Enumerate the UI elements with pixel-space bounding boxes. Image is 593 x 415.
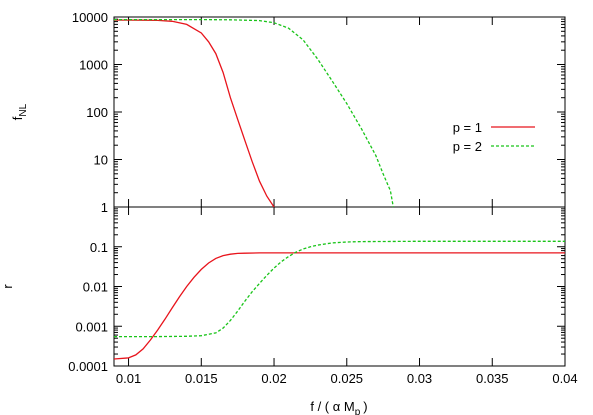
x-tick-label: 0.01 [116, 371, 141, 386]
y-tick-label-top: 1 [101, 200, 108, 215]
x-tick-label: 0.025 [331, 371, 364, 386]
y-axis-label-top: fNL [10, 103, 29, 120]
x-tick-label: 0.015 [185, 371, 218, 386]
series-line-bottom-p1 [114, 252, 565, 360]
y-tick-label-top: 100 [86, 105, 108, 120]
x-tick-label: 0.03 [407, 371, 432, 386]
y-tick-label-bottom: 0.0001 [68, 359, 108, 374]
y-tick-label-top: 1000 [79, 58, 108, 73]
y-tick-label-bottom: 0.1 [90, 240, 108, 255]
axes-frames [113, 16, 566, 367]
legend-label-p1: p = 1 [453, 120, 482, 135]
y-tick-label-bottom: 0.001 [75, 319, 108, 334]
y-tick-label-bottom: 0.01 [83, 280, 108, 295]
axis-text: 1 10 100 1000 10000 0.0001 0.001 0.01 0.1 0.01 0.0… [0, 10, 578, 415]
x-tick-label: 0.04 [552, 371, 577, 386]
data-series [114, 18, 565, 360]
legend-label-p2: p = 2 [453, 139, 482, 154]
y-tick-label-top: 10000 [72, 10, 108, 25]
x-tick-label: 0.035 [476, 371, 509, 386]
series-line-bottom-p2 [114, 240, 565, 338]
x-tick-label: 0.02 [261, 371, 286, 386]
series-line-top-p1 [114, 19, 275, 208]
y-axis-label-bottom: r [0, 284, 15, 289]
series-line-top-p2 [114, 18, 394, 208]
legend: p = 1 p = 2 [453, 120, 535, 154]
y-tick-label-top: 10 [94, 153, 108, 168]
x-axis-label: f / ( α Mp) [310, 399, 367, 415]
